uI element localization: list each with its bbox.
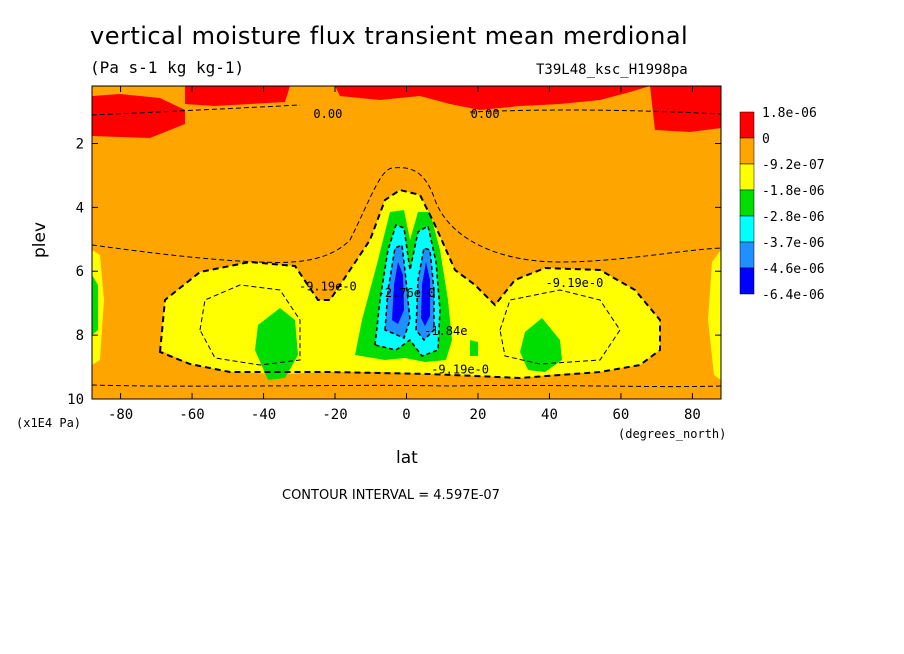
colorbar-label: -3.7e-06 [762,236,825,251]
y-tick-label: 4 [76,200,84,216]
contour-lines [92,104,721,388]
fill-red-left [92,86,185,138]
contour-line-cyan [374,224,441,357]
contour-label: -9.19e-0 [431,362,489,376]
filled-contours [92,86,721,399]
contour-line-sh-inner [199,284,301,366]
fill-green-left-edge [92,275,98,335]
x-tick-label: 40 [541,407,558,423]
y-axis-units: (x1E4 Pa) [16,416,82,430]
y-tick-label: 10 [67,392,84,408]
x-tick-label: -80 [108,407,133,423]
x-axis: -80 -60 -40 -20 0 20 40 60 80 [108,86,701,423]
contour-line-bottom [92,384,721,388]
colorbar-swatch [739,137,755,165]
x-tick-label: -60 [179,407,204,423]
colorbar-swatch [739,267,755,295]
run-label: T39L48_ksc_H1998pa [536,62,688,78]
x-tick-label: 60 [613,407,630,423]
contour-line-zero-right [469,109,721,115]
y-tick-label: 8 [76,328,84,344]
colorbar-swatch [739,111,755,139]
contour-label: 0.00 [313,107,342,121]
colorbar-label: -2.8e-06 [762,210,825,225]
x-tick-label: 80 [684,407,701,423]
colorbar-label: -1.8e-06 [762,184,825,199]
fill-red-right [650,86,721,132]
contour-interval-label: CONTOUR INTERVAL = 4.597E-07 [282,488,500,503]
contour-label: -1.84e [424,324,467,338]
chart-units-subtitle: (Pa s-1 kg kg-1) [90,58,245,77]
contour-line-yellow-boundary [158,188,661,380]
fill-yellow-right-edge [708,250,721,380]
x-tick-label: 20 [470,407,487,423]
colorbar-label: -6.4e-06 [762,288,825,303]
contour-label: -9.19e-0 [546,276,604,290]
fill-green-sh [255,308,298,380]
colorbar-label: 1.8e-06 [762,106,817,121]
x-tick-label: -20 [322,407,347,423]
fill-green-nh [520,318,562,372]
y-axis: 2 4 6 8 10 [67,136,721,408]
contour-label: 0.00 [471,107,500,121]
x-tick-label: 0 [402,407,410,423]
colorbar-swatch [739,215,755,243]
colorbar-label: 0 [762,132,770,147]
colorbar-swatch [739,241,755,269]
y-axis-label: plev [30,221,50,258]
y-tick-label: 6 [76,264,84,280]
x-axis-units: (degrees_north) [618,427,727,441]
colorbar-swatch [739,163,755,191]
contour-line-blue-left [384,243,411,340]
fill-blue-left [392,262,404,324]
colorbar-swatch [739,189,755,217]
fill-red-center [335,86,650,110]
contour-label: -9.19e-0 [299,279,357,293]
colorbar-label: -4.6e-06 [762,262,825,277]
colorbar-legend: 1.8e-06 0 -9.2e-07 -1.8e-06 -2.8e-06 -3.7e-06… [739,106,825,303]
x-axis-label: lat [396,448,418,468]
colorbar-label: -9.2e-07 [762,158,825,173]
contour-line-zero-left [92,104,301,116]
contour-label: -2.76e-0 [378,286,436,300]
chart-title: vertical moisture flux transient mean me… [90,22,689,50]
y-tick-label: 2 [76,136,84,152]
contour-line-outer [92,167,721,263]
x-tick-label: -40 [251,407,276,423]
fill-green-small [470,340,478,356]
contour-line-nh-inner [499,289,621,365]
fill-blue-right [421,262,430,326]
contour-labels: 0.00 0.00 -9.19e-0 -9.19e-0 -9.19e-0 -2.76e-0… [299,107,603,377]
